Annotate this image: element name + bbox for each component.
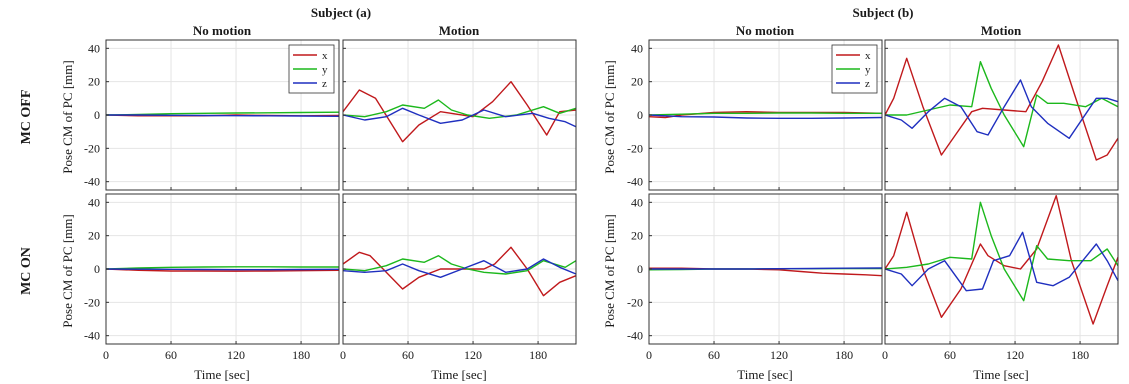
- y-tick-label: 40: [88, 41, 100, 55]
- legend: xyz: [831, 44, 878, 94]
- column-title-b-motion: Motion: [981, 23, 1022, 38]
- series-line-y: [648, 112, 882, 116]
- series-line-x: [105, 268, 340, 272]
- panel-a-nomotion-off: -40 -20 0 20 40 xyz: [84, 39, 340, 191]
- y-tick-label: -20: [84, 295, 100, 309]
- x-axis-label-b-motion: Time [sec]: [973, 367, 1029, 382]
- x-tick-label: 60: [944, 348, 956, 362]
- legend-label-y: y: [322, 64, 328, 76]
- series-line-y: [342, 255, 577, 275]
- x-tick-label: 0: [340, 348, 346, 362]
- panel-b-motion-off: [884, 39, 1119, 191]
- y-tick-label: -20: [627, 141, 643, 155]
- y-tick-label: 20: [88, 229, 100, 243]
- group-label-subject-b: Subject (b): [852, 5, 913, 20]
- x-tick-label: 180: [835, 348, 853, 362]
- series-line-z: [884, 231, 1119, 292]
- series-line-y: [884, 201, 1119, 302]
- y-tick-label: 20: [631, 75, 643, 89]
- x-tick-label: 0: [882, 348, 888, 362]
- group-label-subject-a: Subject (a): [311, 5, 371, 20]
- x-tick-label: 0: [646, 348, 652, 362]
- column-title-a-motion: Motion: [439, 23, 480, 38]
- series-line-y: [105, 266, 339, 270]
- panel-b-motion-on: 0 60 120 180: [882, 193, 1119, 362]
- x-tick-label: 0: [103, 348, 109, 362]
- y-axis-label-bottom: Pose CM of PC [mm]: [60, 214, 75, 327]
- series-line-z: [649, 267, 883, 270]
- series-line-z: [106, 114, 340, 117]
- y-axis-label-top: Pose CM of PC [mm]: [60, 60, 75, 173]
- legend: xyz: [288, 44, 335, 94]
- y-axis-label-top-b: Pose CM of PC [mm]: [602, 60, 617, 173]
- panel-a-motion-off: [342, 39, 577, 191]
- y-tick-label: -20: [84, 141, 100, 155]
- series-line-z: [884, 79, 1119, 139]
- panels-layer: -40-2002040xyz-40-2002040xyz-40-20020400…: [84, 39, 1119, 362]
- y-tick-label: 20: [631, 229, 643, 243]
- x-tick-label: 180: [1071, 348, 1089, 362]
- y-tick-label: 0: [94, 108, 100, 122]
- x-tick-label: 180: [529, 348, 547, 362]
- column-title-a-nomotion: No motion: [193, 23, 252, 38]
- x-tick-label: 120: [227, 348, 245, 362]
- x-tick-label: 120: [1006, 348, 1024, 362]
- y-tick-label: 40: [631, 195, 643, 209]
- series-line-z: [342, 107, 577, 128]
- legend-label-z: z: [865, 78, 870, 90]
- series-line-z: [648, 114, 883, 119]
- y-tick-label: 20: [88, 75, 100, 89]
- legend-label-z: z: [322, 78, 327, 90]
- series-line-y: [342, 99, 577, 119]
- x-tick-label: 60: [165, 348, 177, 362]
- y-tick-label: -40: [627, 329, 643, 343]
- y-tick-label: 0: [637, 108, 643, 122]
- x-tick-label: 120: [770, 348, 788, 362]
- panel-b-nomotion-off: -40 -20 0 20 40 xyz: [627, 39, 883, 191]
- row-label-mc-off: MC OFF: [19, 90, 34, 145]
- x-tick-label: 60: [402, 348, 414, 362]
- legend-label-y: y: [865, 64, 871, 76]
- row-label-mc-on: MC ON: [19, 247, 34, 295]
- y-tick-label: 0: [637, 262, 643, 276]
- legend-label-x: x: [865, 50, 871, 62]
- x-axis-label-a-motion: Time [sec]: [431, 367, 487, 382]
- series-line-x: [884, 44, 1119, 161]
- y-tick-label: -20: [627, 295, 643, 309]
- series-line-y: [885, 61, 1119, 148]
- legend-label-x: x: [322, 50, 328, 62]
- panel-b-nomotion-on: -40 -20 0 20 40 0 60 120 180: [627, 193, 883, 362]
- panel-a-motion-on: 0 60 120 180: [340, 193, 577, 362]
- y-tick-label: 40: [88, 195, 100, 209]
- x-axis-label-a-nomotion: Time [sec]: [194, 367, 250, 382]
- y-tick-label: -40: [84, 329, 100, 343]
- x-tick-label: 120: [464, 348, 482, 362]
- x-axis-label-b-nomotion: Time [sec]: [737, 367, 793, 382]
- series-line-x: [342, 81, 577, 143]
- y-tick-label: -40: [84, 175, 100, 189]
- series-line-z: [342, 258, 577, 278]
- series-line-x: [884, 195, 1119, 325]
- panel-a-nomotion-on: -40 -20 0 20 40 0 60 120 180: [84, 193, 340, 362]
- series-line-z: [105, 268, 340, 271]
- x-tick-label: 180: [292, 348, 310, 362]
- y-axis-label-bottom-b: Pose CM of PC [mm]: [602, 214, 617, 327]
- y-tick-label: 0: [94, 262, 100, 276]
- y-tick-label: 40: [631, 41, 643, 55]
- x-tick-label: 60: [708, 348, 720, 362]
- y-tick-label: -40: [627, 175, 643, 189]
- series-line-x: [342, 246, 577, 297]
- column-title-b-nomotion: No motion: [736, 23, 795, 38]
